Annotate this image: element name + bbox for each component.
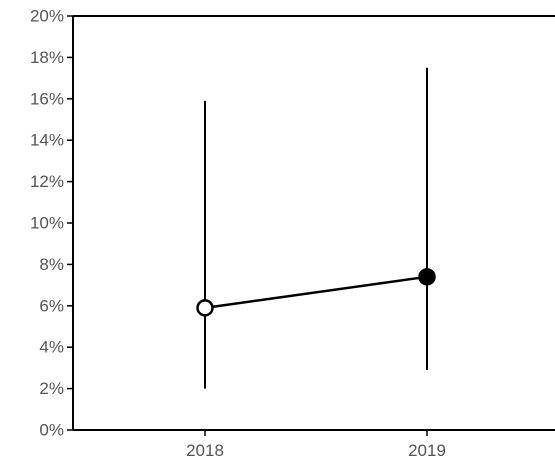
y-tick-label: 20%: [30, 7, 64, 26]
y-tick-label: 2%: [39, 379, 64, 398]
x-tick-label: 2019: [408, 441, 446, 460]
y-axis-ticks: 0% 2% 4% 6% 8% 10% 12% 14% 16% 18% 20%: [30, 7, 73, 440]
y-tick-label: 12%: [30, 172, 64, 191]
series-line: [204, 275, 428, 310]
x-tick-label: 2018: [186, 441, 224, 460]
axes: [72, 15, 555, 431]
y-tick-label: 16%: [30, 89, 64, 108]
y-tick-label: 10%: [30, 214, 64, 233]
data-point: [196, 299, 214, 317]
plot-marks: [196, 67, 436, 389]
y-tick-label: 6%: [39, 296, 64, 315]
x-axis-ticks: 2018 2019: [186, 430, 446, 460]
y-tick-label: 4%: [39, 338, 64, 357]
data-point: [418, 268, 436, 286]
y-tick-label: 14%: [30, 131, 64, 150]
y-tick-label: 8%: [39, 255, 64, 274]
y-tick-label: 18%: [30, 48, 64, 67]
y-tick-label: 0%: [39, 421, 64, 440]
